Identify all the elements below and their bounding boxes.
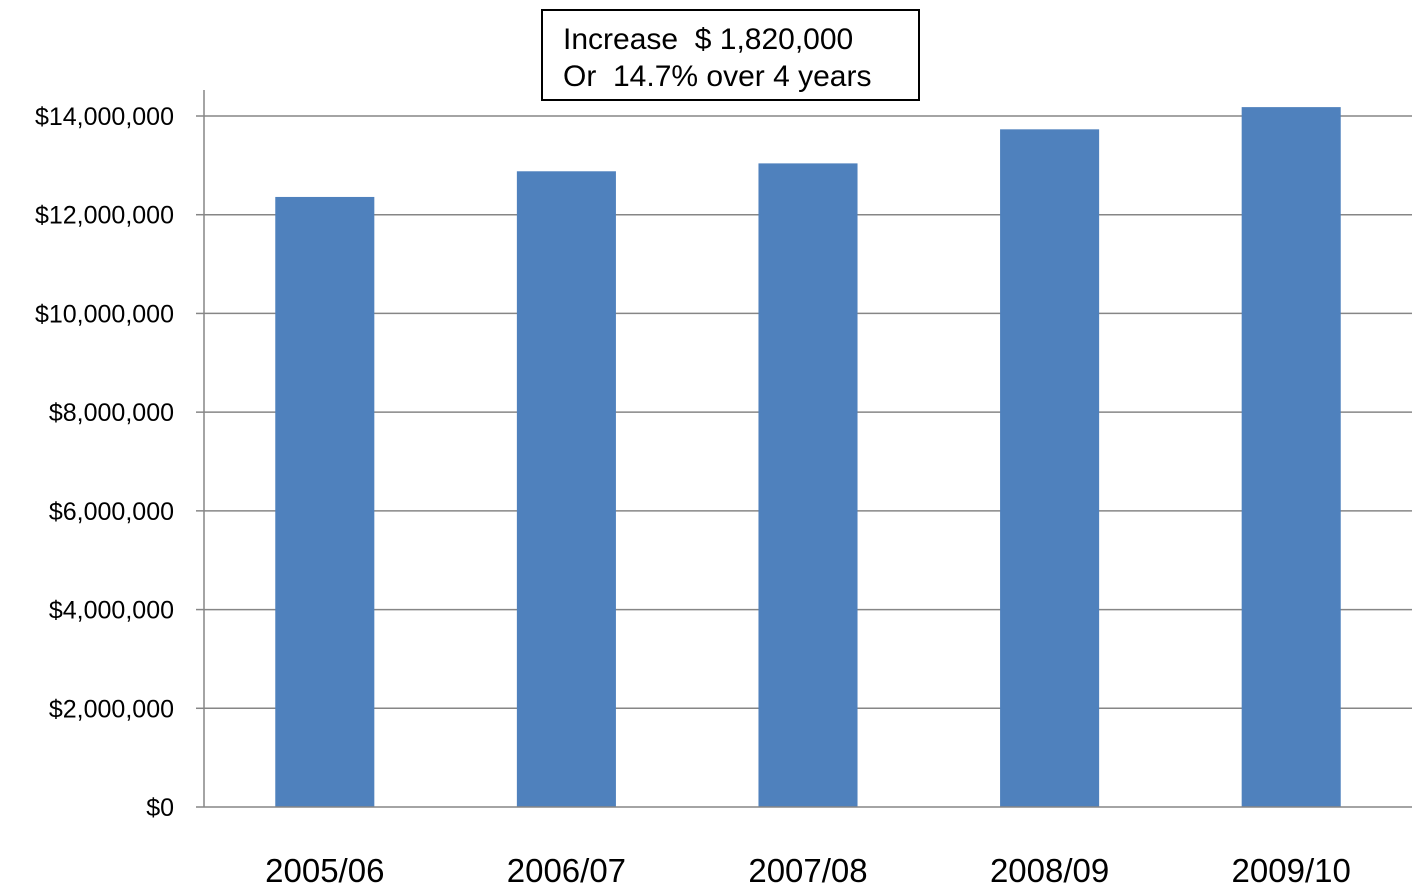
bar-2009-10 (1241, 107, 1341, 807)
x-tick-label: 2007/08 (748, 852, 867, 889)
y-tick-labels: $0 $2,000,000 $4,000,000 $6,000,000 $8,000,0… (35, 103, 174, 822)
x-tick-labels: 2005/06 2006/07 2007/08 2008/09 2009/10 (265, 852, 1351, 889)
y-tick-label: $8,000,000 (49, 399, 174, 427)
y-tick-label: $4,000,000 (49, 597, 174, 625)
bars (275, 107, 1341, 808)
bar-2006-07 (516, 171, 616, 807)
bar-2007-08 (758, 163, 858, 807)
y-tick-label: $14,000,000 (35, 103, 174, 131)
axes (196, 90, 1412, 808)
x-tick-label: 2005/06 (265, 852, 384, 889)
x-tick-label: 2006/07 (507, 852, 626, 889)
annotation-line-2: Or 14.7% over 4 years (563, 60, 872, 93)
y-tick-label: $2,000,000 (49, 695, 174, 723)
x-tick-label: 2009/10 (1232, 852, 1351, 889)
y-tick-label: $10,000,000 (35, 300, 174, 328)
y-tick-label: $0 (146, 794, 174, 822)
bar-2008-09 (1000, 129, 1100, 808)
bar-2005-06 (275, 196, 375, 808)
y-tick-label: $6,000,000 (49, 498, 174, 526)
annotation-line-1: Increase $ 1,820,000 (563, 23, 854, 56)
annotation-box: Increase $ 1,820,000 Or 14.7% over 4 yea… (541, 9, 920, 101)
x-tick-label: 2008/09 (990, 852, 1109, 889)
y-tick-label: $12,000,000 (35, 202, 174, 230)
